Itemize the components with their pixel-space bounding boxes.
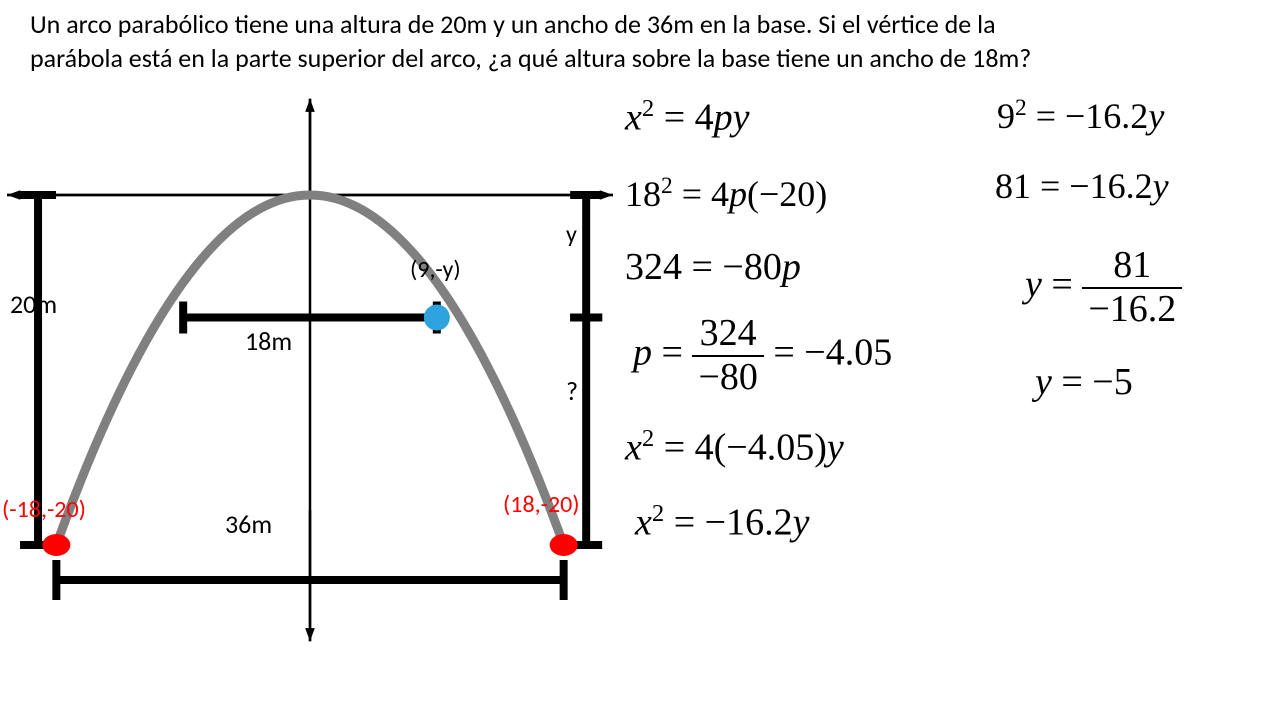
eq-simplified: x2 = −16.2y bbox=[635, 500, 809, 545]
problem-statement: Un arco parabólico tiene una altura de 2… bbox=[30, 8, 1250, 76]
label-y: y bbox=[566, 220, 577, 249]
label-height: 20m bbox=[10, 288, 57, 320]
label-right-coord: (18,-20) bbox=[503, 490, 580, 519]
problem-line2: parábola está en la parte superior del a… bbox=[30, 42, 1031, 74]
eq-c2-4: y = −5 bbox=[1035, 360, 1133, 404]
eq-parabola-form: x2 = 4py bbox=[625, 95, 750, 140]
parabola-diagram: 20m 18m 36m y ? (9,-y) (-18,-20) (18,-20… bbox=[0, 90, 620, 650]
eq-sub3: x2 = 4(−4.05)y bbox=[625, 425, 844, 470]
eq-p-solve: p = 324−80 = −4.05 bbox=[633, 313, 892, 399]
label-question: ? bbox=[566, 375, 578, 407]
eq-c2-2: 81 = −16.2y bbox=[995, 165, 1169, 207]
eq-sub1: 182 = 4p(−20) bbox=[625, 173, 827, 215]
eq-sub2: 324 = −80p bbox=[625, 245, 801, 289]
label-base: 36m bbox=[225, 508, 272, 540]
eq-c2-1: 92 = −16.2y bbox=[997, 95, 1164, 137]
eq-c2-3: y = 81−16.2 bbox=[1025, 245, 1182, 331]
label-left-coord: (-18,-20) bbox=[2, 495, 86, 524]
label-midpoint: (9,-y) bbox=[410, 255, 461, 284]
label-chord: 18m bbox=[245, 325, 292, 357]
problem-line1: Un arco parabólico tiene una altura de 2… bbox=[30, 8, 996, 40]
diagram-svg bbox=[0, 90, 620, 650]
